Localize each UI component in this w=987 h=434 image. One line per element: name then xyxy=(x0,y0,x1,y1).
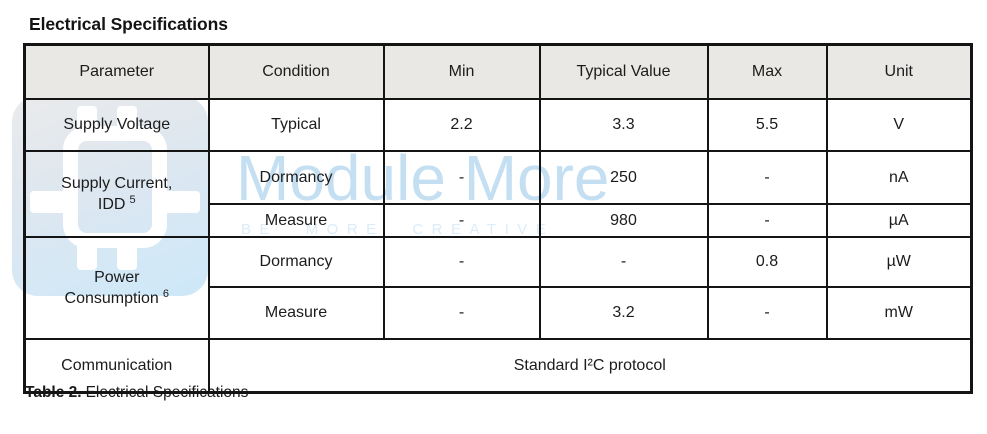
col-header-condition: Condition xyxy=(207,43,385,100)
max-cell: 5.5 xyxy=(706,98,828,152)
unit-cell: nA xyxy=(825,150,973,205)
param-cell-supply-current: Supply Current, IDD 5 xyxy=(23,150,210,238)
condition-cell: Typical xyxy=(207,98,385,152)
typical-cell: 250 xyxy=(538,150,709,205)
unit-cell: µA xyxy=(825,203,973,238)
section-title: Electrical Specifications xyxy=(29,14,228,34)
unit-cell: mW xyxy=(825,286,973,340)
typical-cell: 3.3 xyxy=(538,98,709,152)
table-row-supply-voltage: Supply Voltage Typical 2.2 3.3 5.5 V xyxy=(23,98,973,152)
typical-cell: 3.2 xyxy=(538,286,709,340)
typical-cell: 980 xyxy=(538,203,709,238)
min-cell: - xyxy=(382,286,541,340)
param-cell: Communication xyxy=(23,338,210,394)
min-cell: - xyxy=(382,203,541,238)
communication-value-cell: Standard I²C protocol xyxy=(207,338,973,394)
max-cell: - xyxy=(706,203,828,238)
max-cell: - xyxy=(706,150,828,205)
max-cell: 0.8 xyxy=(706,236,828,288)
unit-cell: µW xyxy=(825,236,973,288)
table-header-row: Parameter Condition Min Typical Value Ma… xyxy=(23,43,973,100)
col-header-max: Max xyxy=(706,43,828,100)
param-cell: Supply Voltage xyxy=(23,98,210,152)
condition-cell: Measure xyxy=(207,286,385,340)
electrical-specifications-table: Parameter Condition Min Typical Value Ma… xyxy=(23,43,973,394)
min-cell: - xyxy=(382,236,541,288)
table-row-power-consumption-measure: Measure - 3.2 - mW xyxy=(25,286,973,340)
table-row-supply-current-measure: Measure - 980 - µA xyxy=(25,203,973,238)
table-row-supply-current-dormancy: Supply Current, IDD 5 Dormancy - 250 - nA xyxy=(23,150,973,238)
typical-cell: - xyxy=(538,236,709,288)
col-header-typical-value: Typical Value xyxy=(538,43,709,100)
condition-cell: Measure xyxy=(207,203,385,238)
max-cell: - xyxy=(706,286,828,340)
unit-cell: V xyxy=(825,98,973,152)
condition-cell: Dormancy xyxy=(207,150,385,205)
param-cell-power-consumption: Power Consumption 6 xyxy=(23,236,210,340)
col-header-parameter: Parameter xyxy=(23,43,210,100)
min-cell: 2.2 xyxy=(382,98,541,152)
footnote-ref: 5 xyxy=(129,193,136,206)
footnote-ref: 6 xyxy=(162,287,169,300)
condition-cell: Dormancy xyxy=(207,236,385,288)
table-row-communication: Communication Standard I²C protocol xyxy=(23,338,973,394)
col-header-unit: Unit xyxy=(825,43,973,100)
col-header-min: Min xyxy=(382,43,541,100)
table-row-power-consumption-dormancy: Power Consumption 6 Dormancy - - 0.8 µW xyxy=(23,236,973,340)
min-cell: - xyxy=(382,150,541,205)
